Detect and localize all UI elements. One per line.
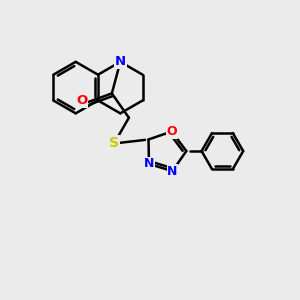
Text: N: N <box>167 165 178 178</box>
Text: O: O <box>76 94 87 107</box>
Text: N: N <box>115 55 126 68</box>
Text: S: S <box>109 136 119 151</box>
Text: N: N <box>144 158 154 170</box>
Text: O: O <box>166 125 177 138</box>
